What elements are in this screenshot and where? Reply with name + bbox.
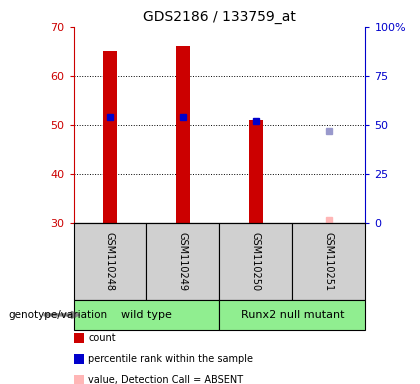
Bar [74,223,147,300]
Text: percentile rank within the sample: percentile rank within the sample [88,354,253,364]
Bar [249,120,262,223]
Text: GSM110251: GSM110251 [324,232,334,291]
Text: wild type: wild type [121,310,172,320]
Bar [220,223,292,300]
Text: GSM110250: GSM110250 [251,232,261,291]
Bar [103,51,117,223]
Bar [74,300,220,330]
Text: genotype/variation: genotype/variation [8,310,108,320]
Bar [176,46,189,223]
Text: GSM110249: GSM110249 [178,232,188,291]
Title: GDS2186 / 133759_at: GDS2186 / 133759_at [143,10,296,25]
Bar [147,223,220,300]
Text: GSM110248: GSM110248 [105,232,115,291]
Text: Runx2 null mutant: Runx2 null mutant [241,310,344,320]
Text: value, Detection Call = ABSENT: value, Detection Call = ABSENT [88,375,243,384]
Bar [292,223,365,300]
Text: count: count [88,333,116,343]
Bar [220,300,365,330]
